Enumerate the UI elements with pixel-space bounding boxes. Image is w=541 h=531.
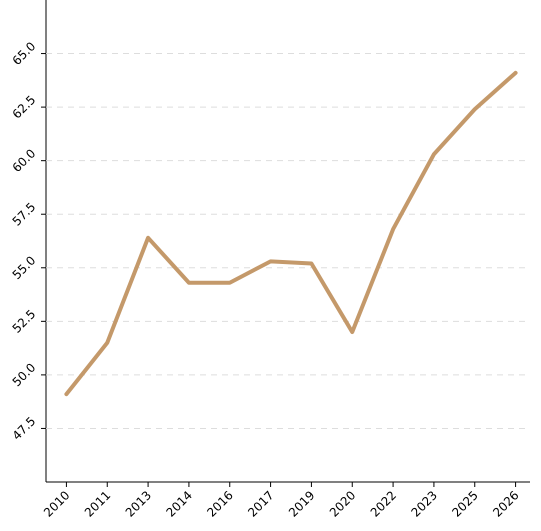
x-tick-label: 2026 (490, 488, 521, 519)
y-tick-label: 65.0 (10, 39, 39, 68)
x-tick-label: 2019 (286, 488, 317, 519)
x-tick-label: 2017 (245, 488, 276, 519)
x-tick-label: 2011 (82, 488, 113, 519)
y-tick-label: 47.5 (10, 414, 39, 443)
y-tick-label: 60.0 (10, 146, 39, 175)
x-tick-label: 2025 (449, 488, 480, 519)
x-tick-label: 2023 (409, 488, 440, 519)
line (64, 70, 518, 397)
y-tick-label: 50.0 (10, 360, 39, 389)
x-tick-label: 2016 (204, 488, 235, 519)
x-tick-label: 2022 (368, 488, 399, 519)
x-tick-label: 2020 (327, 488, 358, 519)
y-tick-label: 52.5 (10, 307, 39, 336)
y-tick-label: 55.0 (10, 253, 39, 282)
x-tick-label: 2014 (164, 488, 195, 519)
y-tick-label: 57.5 (10, 200, 39, 229)
x-tick-label: 2013 (123, 488, 154, 519)
x-tick-label: 2010 (41, 488, 72, 519)
y-tick-label: 62.5 (10, 93, 39, 122)
